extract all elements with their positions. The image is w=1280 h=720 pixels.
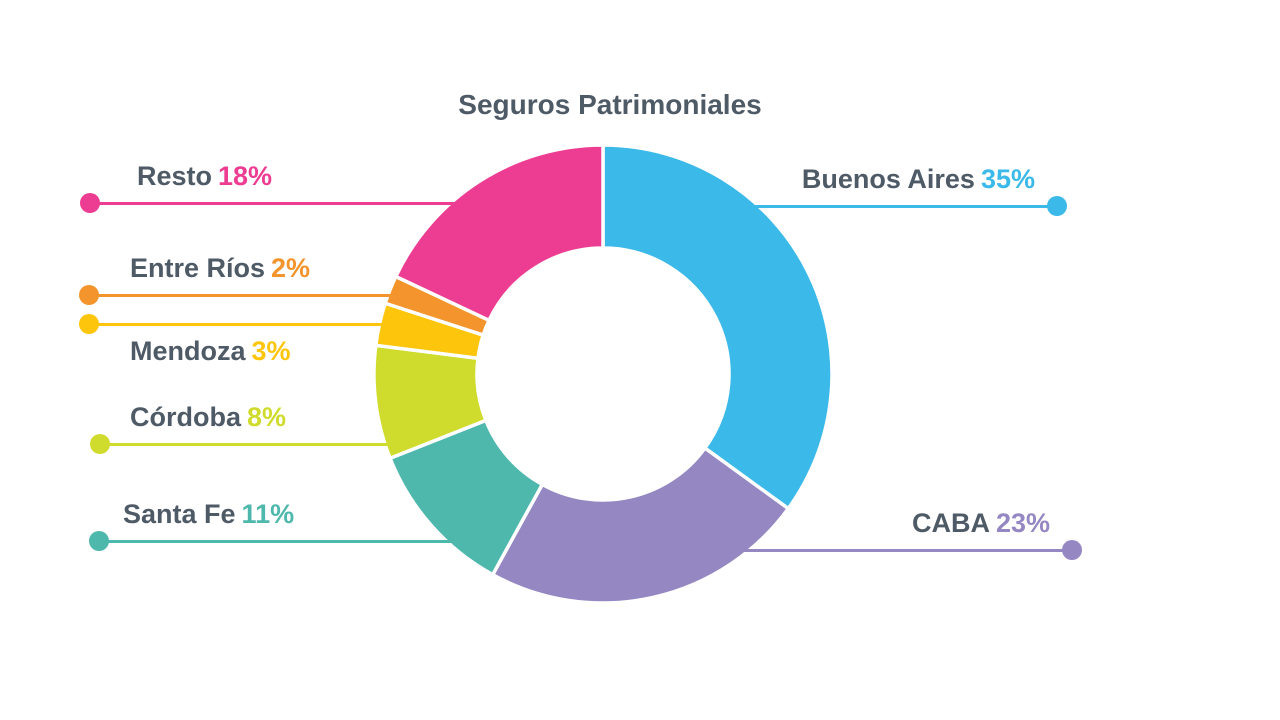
callout-dot-entre-rios xyxy=(79,285,99,305)
callout-name-santa-fe: Santa Fe xyxy=(123,499,236,529)
callout-dot-resto xyxy=(80,193,100,213)
callout-label-entre-rios: Entre Ríos 2% xyxy=(130,255,310,282)
callout-line-mendoza xyxy=(89,322,390,326)
callout-label-mendoza: Mendoza 3% xyxy=(130,338,291,365)
callout-value-resto: 18% xyxy=(218,161,273,191)
callout-line-santa-fe xyxy=(99,539,457,543)
callout-name-resto: Resto xyxy=(137,161,213,191)
callout-value-entre-rios: 2% xyxy=(271,253,311,283)
callout-dot-santa-fe xyxy=(89,531,109,551)
callout-label-caba: CABA 23% xyxy=(912,510,1050,537)
callout-line-resto xyxy=(90,201,461,205)
callout-name-caba: CABA xyxy=(911,508,990,538)
slice-buenos-aires xyxy=(601,143,834,511)
slice-resto xyxy=(394,143,605,323)
callout-label-resto: Resto 18% xyxy=(137,163,272,190)
slice-caba xyxy=(490,446,791,605)
callout-label-santa-fe: Santa Fe 11% xyxy=(123,501,294,528)
callout-value-caba: 23% xyxy=(995,508,1050,538)
callout-value-santa-fe: 11% xyxy=(241,499,295,529)
callout-name-cordoba: Córdoba xyxy=(130,402,241,432)
callout-label-buenos-aires: Buenos Aires 35% xyxy=(802,166,1035,193)
callout-name-entre-rios: Entre Ríos xyxy=(130,253,266,283)
callout-dot-buenos-aires xyxy=(1047,196,1067,216)
callout-value-mendoza: 3% xyxy=(251,336,291,366)
callout-dot-cordoba xyxy=(90,434,110,454)
callout-name-mendoza: Mendoza xyxy=(130,336,246,366)
callout-value-cordoba: 8% xyxy=(247,402,287,432)
callout-value-buenos-aires: 35% xyxy=(980,164,1035,194)
chart-title: Seguros Patrimoniales xyxy=(458,89,762,120)
callout-dot-mendoza xyxy=(79,314,99,334)
callout-line-entre-rios xyxy=(89,293,399,297)
callout-label-cordoba: Córdoba 8% xyxy=(130,404,286,431)
callout-line-cordoba xyxy=(100,442,395,446)
callout-name-buenos-aires: Buenos Aires xyxy=(801,164,975,194)
callout-dot-caba xyxy=(1062,540,1082,560)
callout-line-caba xyxy=(739,548,1072,552)
callout-line-buenos-aires xyxy=(748,204,1057,208)
